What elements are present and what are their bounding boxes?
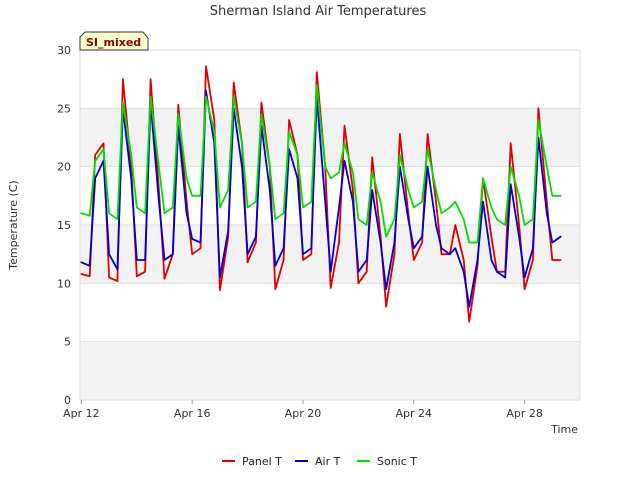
- badge-label: SI_mixed: [86, 36, 141, 49]
- plot-band: [80, 50, 580, 109]
- y-tick-label: 25: [57, 102, 71, 115]
- y-tick-label: 0: [64, 394, 71, 407]
- y-tick-label: 5: [64, 336, 71, 349]
- x-tick-label: Apr 20: [285, 407, 322, 420]
- series-line-air-t: [80, 89, 562, 308]
- plot-band: [80, 108, 580, 167]
- x-tick-label: Apr 16: [174, 407, 211, 420]
- y-tick-label: 10: [57, 277, 71, 290]
- plot-frame: [79, 49, 581, 401]
- badge: SI_mixed: [79, 31, 149, 51]
- legend-label: Sonic T: [377, 455, 417, 468]
- x-tick-label: Apr 28: [506, 407, 543, 420]
- x-axis-label: Time: [550, 423, 578, 436]
- y-axis-label: Temperature (C): [7, 180, 20, 270]
- y-tick-label: 20: [57, 161, 71, 174]
- x-axis-ticks: Apr 12 Apr 16 Apr 20 Apr 24 Apr 28: [63, 400, 543, 420]
- chart-title: Sherman Island Air Temperatures: [210, 4, 427, 19]
- y-tick-label: 15: [57, 219, 71, 232]
- x-tick-label: Apr 24: [396, 407, 433, 420]
- legend: Panel T Air T Sonic T: [222, 455, 417, 468]
- y-axis-ticks: 0 5 10 15 20 25 30: [57, 44, 71, 407]
- legend-label: Panel T: [242, 455, 282, 468]
- badge-box: [79, 31, 149, 51]
- legend-label: Air T: [315, 455, 341, 468]
- x-tick-label: Apr 12: [63, 407, 100, 420]
- series-line-sonic-t: [80, 84, 562, 244]
- series-lines: [80, 65, 562, 323]
- y-tick-label: 30: [57, 44, 71, 57]
- plot-band: [80, 283, 580, 342]
- plot-band: [80, 341, 580, 400]
